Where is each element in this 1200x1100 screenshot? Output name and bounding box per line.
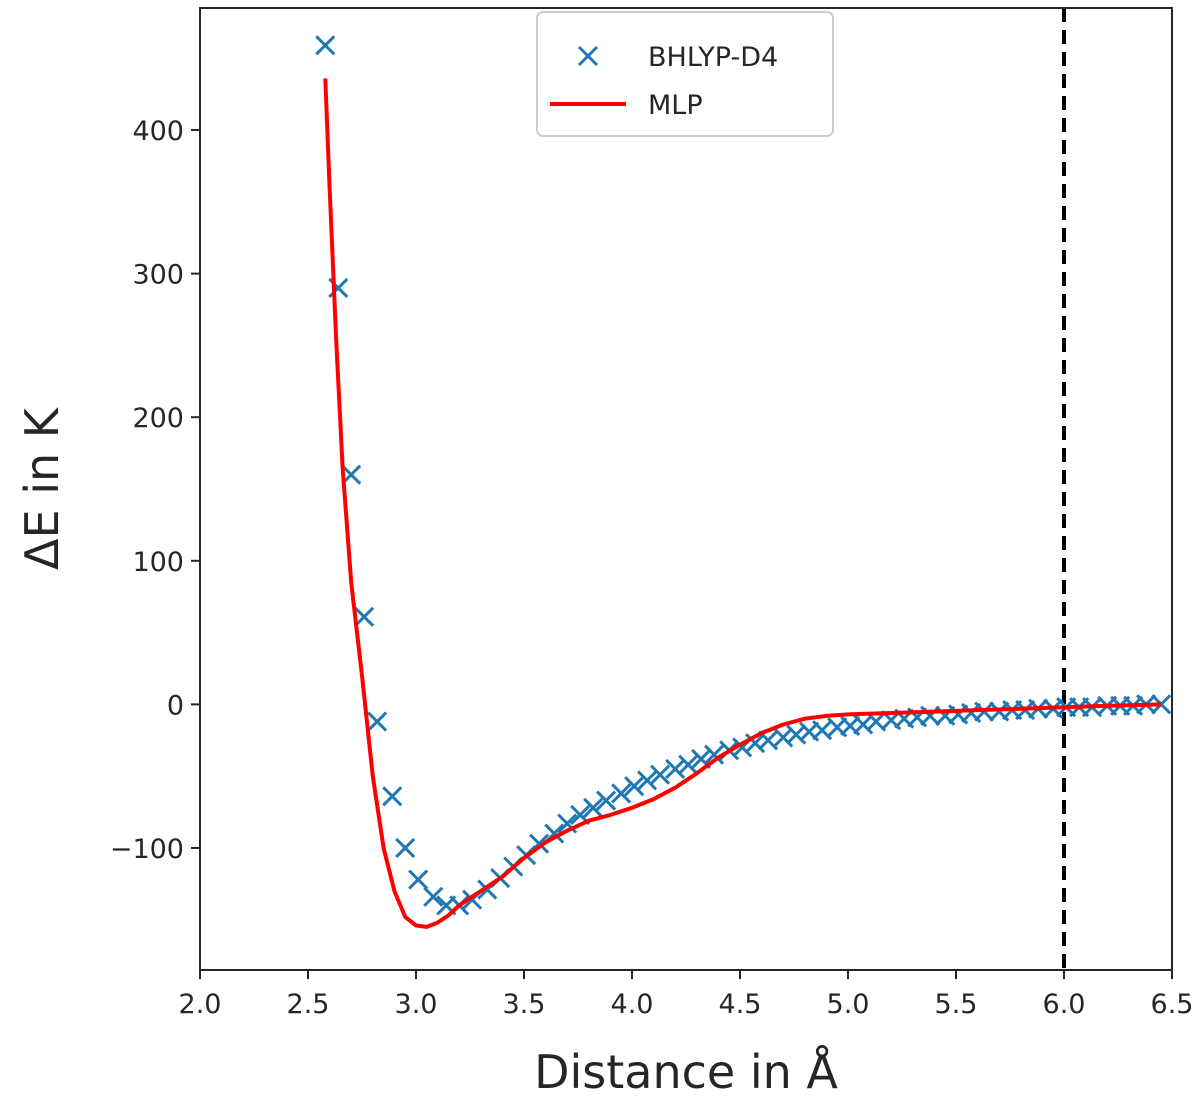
x-tick-label: 4.0: [611, 989, 654, 1020]
plot-marks: [315, 8, 1172, 970]
x-tick-label: 5.0: [827, 989, 870, 1020]
bhlyp-point-stroke: [799, 721, 820, 742]
x-tick-label: 4.5: [719, 989, 762, 1020]
plot-frame: [199, 7, 1173, 971]
y-tick-label: 300: [132, 260, 184, 291]
bhlyp-point-stroke: [678, 754, 699, 775]
bhlyp-point-stroke: [611, 783, 632, 804]
x-tick-label: 6.0: [1043, 989, 1086, 1020]
y-tick-label: 0: [167, 690, 184, 721]
bhlyp-point: [354, 606, 375, 627]
bhlyp-point: [650, 764, 671, 785]
bhlyp-point-stroke: [665, 758, 686, 780]
y-tick-label: −100: [110, 834, 184, 865]
bhlyp-point-stroke: [423, 886, 444, 907]
bhlyp-point-stroke: [758, 730, 779, 751]
bhlyp-point: [678, 754, 699, 775]
mlp-line: [323, 78, 1162, 929]
bhlyp-point: [596, 790, 617, 811]
y-tick-label: 200: [132, 403, 184, 434]
bhlyp-point-stroke: [395, 837, 416, 859]
bhlyp-point-stroke: [745, 733, 766, 754]
bhlyp-point: [637, 770, 658, 791]
bhlyp-point-stroke: [691, 748, 712, 769]
x-tick-label: 2.0: [179, 989, 222, 1020]
bhlyp-point-stroke: [827, 717, 848, 738]
legend-bhlyp-marker: [577, 45, 599, 67]
bhlyp-point: [665, 758, 686, 780]
legend-mlp-label: MLP: [648, 90, 703, 121]
bhlyp-point: [315, 35, 336, 56]
bhlyp-point-stroke: [315, 35, 336, 56]
bhlyp-point: [408, 869, 429, 890]
bhlyp-point: [611, 783, 632, 804]
y-tick-label: 100: [132, 547, 184, 578]
bhlyp-point-stroke: [812, 720, 833, 741]
bhlyp-point-stroke: [786, 724, 807, 745]
bhlyp-point-stroke: [583, 797, 604, 818]
bhlyp-point: [423, 886, 444, 907]
bhlyp-point: [382, 786, 403, 807]
bhlyp-point-stroke: [382, 786, 403, 807]
bhlyp-point-stroke: [624, 776, 645, 797]
bhlyp-point-stroke: [367, 711, 388, 732]
y-tick-label: 400: [132, 116, 184, 147]
bhlyp-point: [624, 776, 645, 797]
y-axis-label: ΔE in K: [15, 406, 69, 570]
bhlyp-point: [395, 837, 416, 859]
bhlyp-point-stroke: [637, 770, 658, 791]
bhlyp-point-stroke: [596, 790, 617, 811]
bhlyp-point-stroke: [840, 715, 861, 736]
bhlyp-point: [583, 797, 604, 818]
bhlyp-point-stroke: [408, 869, 429, 890]
bhlyp-point-stroke: [989, 701, 1010, 722]
axis-ticks: 2.0 2.5 3.0 3.5 4.0 4.5 5.0 5.5 6.0 6.5 −100 0 100 20…: [110, 116, 1194, 1020]
bhlyp-point: [704, 744, 725, 765]
x-tick-label: 3.5: [503, 989, 546, 1020]
bhlyp-point-stroke: [773, 727, 794, 748]
bhlyp-point-stroke: [354, 606, 375, 627]
bhlyp-point: [367, 711, 388, 732]
bhlyp-point-stroke: [557, 813, 578, 834]
x-axis-label: Distance in Å: [534, 1045, 838, 1099]
legend-bhlyp-label: BHLYP-D4: [648, 42, 778, 73]
x-tick-label: 6.5: [1151, 989, 1194, 1020]
x-tick-label: 2.5: [287, 989, 330, 1020]
legend: BHLYP-D4 MLP: [536, 11, 834, 137]
bhlyp-point-stroke: [961, 702, 982, 724]
bhlyp-point-stroke: [866, 711, 887, 732]
bhlyp-point: [1151, 694, 1172, 715]
bhlyp-point-stroke: [650, 764, 671, 785]
bhlyp-point-stroke: [948, 704, 969, 725]
bhlyp-point-stroke: [570, 804, 591, 825]
bhlyp-point-stroke: [853, 714, 874, 735]
x-tick-label: 3.0: [395, 989, 438, 1020]
x-tick-label: 5.5: [935, 989, 978, 1020]
bhlyp-point-stroke: [704, 744, 725, 765]
bhlyp-point-stroke: [1151, 694, 1172, 715]
